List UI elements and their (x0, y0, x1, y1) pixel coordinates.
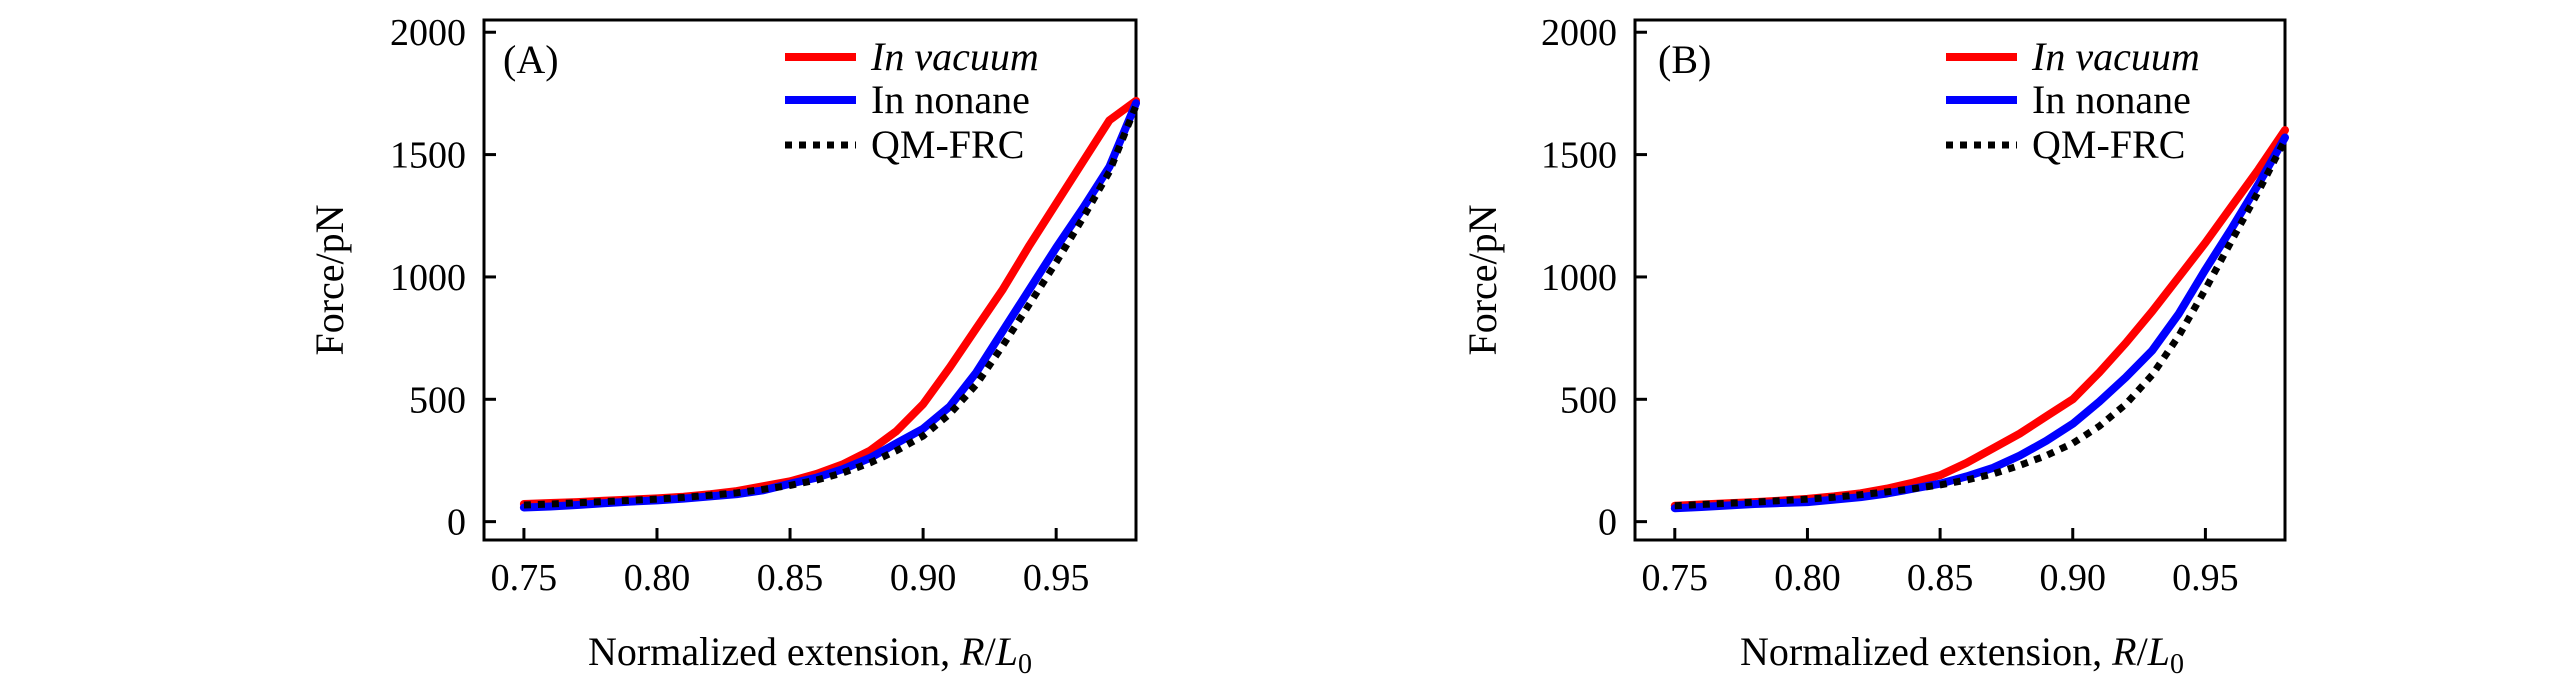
y-tick-label-a: 1000 (390, 257, 466, 299)
legend-b: In vacuum In nonane QM-FRC (1946, 34, 2200, 167)
y-tick-label-a: 2000 (390, 12, 466, 54)
x-axis-label-r-b: R (2111, 629, 2136, 674)
ticks-b: 0.75 0.80 0.85 0.90 0.95 0 500 1000 1500 2000 (1541, 12, 2239, 599)
x-tick-label-b: 0.95 (2172, 557, 2239, 599)
x-tick-label-a: 0.95 (1023, 557, 1090, 599)
panel-label-a: (A) (503, 37, 559, 82)
series-line-qmfrc-a (523, 104, 1140, 509)
y-tick-label-b: 2000 (1541, 12, 1617, 54)
legend-a: In vacuum In nonane QM-FRC (785, 34, 1039, 167)
y-axis-label-a: Force/pN (307, 204, 352, 355)
series-line-nonane-a (519, 99, 1140, 512)
x-axis-label-sub-b: 0 (2170, 649, 2184, 680)
x-axis-label-prefix-b: Normalized extension, (1740, 629, 2112, 674)
x-axis-label-a: Normalized extension, R/L0 (588, 629, 1032, 680)
x-tick-label-a: 0.90 (890, 557, 957, 599)
x-axis-label-slash-a: / (985, 629, 997, 674)
x-axis-label-prefix-a: Normalized extension, (588, 629, 960, 674)
x-axis-label-sub-a: 0 (1018, 649, 1032, 680)
legend-label-vacuum-a: In vacuum (870, 34, 1039, 79)
x-tick-label-a: 0.80 (624, 557, 691, 599)
y-axis-label-b: Force/pN (1460, 204, 1505, 355)
legend-label-nonane-b: In nonane (2032, 77, 2191, 122)
y-tick-label-b: 1500 (1541, 135, 1617, 177)
y-tick-label-a: 1500 (390, 135, 466, 177)
legend-label-qmfrc-a: QM-FRC (871, 122, 1024, 167)
legend-label-qmfrc-b: QM-FRC (2032, 122, 2185, 167)
x-axis-label-l-a: L (995, 629, 1018, 674)
legend-label-nonane-a: In nonane (871, 77, 1030, 122)
x-axis-label-r-a: R (959, 629, 984, 674)
panel-label-b: (B) (1658, 37, 1711, 82)
x-tick-label-b: 0.80 (1774, 557, 1841, 599)
x-tick-label-b: 0.85 (1907, 557, 1974, 599)
x-tick-label-b: 0.90 (2040, 557, 2107, 599)
ticks-a: 0.75 0.80 0.85 0.90 0.95 0 500 1000 1500 2000 (390, 12, 1089, 599)
panel-b: (B) 0.75 0.80 0.85 0.90 0.95 0 500 1000 1500 2000… (1460, 12, 2289, 680)
y-tick-label-b: 1000 (1541, 257, 1617, 299)
y-tick-label-a: 0 (447, 502, 466, 544)
series-marks-b (1670, 126, 2289, 513)
x-tick-label-a: 0.75 (491, 557, 558, 599)
y-tick-label-b: 500 (1560, 379, 1617, 421)
panel-a: (A) 0.75 0.80 0.85 0.90 0.95 0 500 1000 1500 2000… (307, 12, 1140, 680)
x-axis-label-b: Normalized extension, R/L0 (1740, 629, 2184, 680)
x-tick-label-b: 0.75 (1642, 557, 1709, 599)
y-tick-label-b: 0 (1598, 502, 1617, 544)
x-axis-label-slash-b: / (2137, 629, 2149, 674)
legend-label-vacuum-b: In vacuum (2031, 34, 2200, 79)
series-line-vacuum-a (519, 96, 1140, 508)
x-axis-label-l-b: L (2147, 629, 2170, 674)
series-line-qmfrc-b (1674, 138, 2289, 510)
series-line-vacuum-b (1670, 126, 2289, 510)
y-tick-label-a: 500 (409, 379, 466, 421)
series-marks-a (519, 96, 1140, 512)
plot-frame-b (1633, 18, 2287, 542)
x-tick-label-a: 0.85 (757, 557, 824, 599)
plot-frame-a (482, 18, 1138, 542)
